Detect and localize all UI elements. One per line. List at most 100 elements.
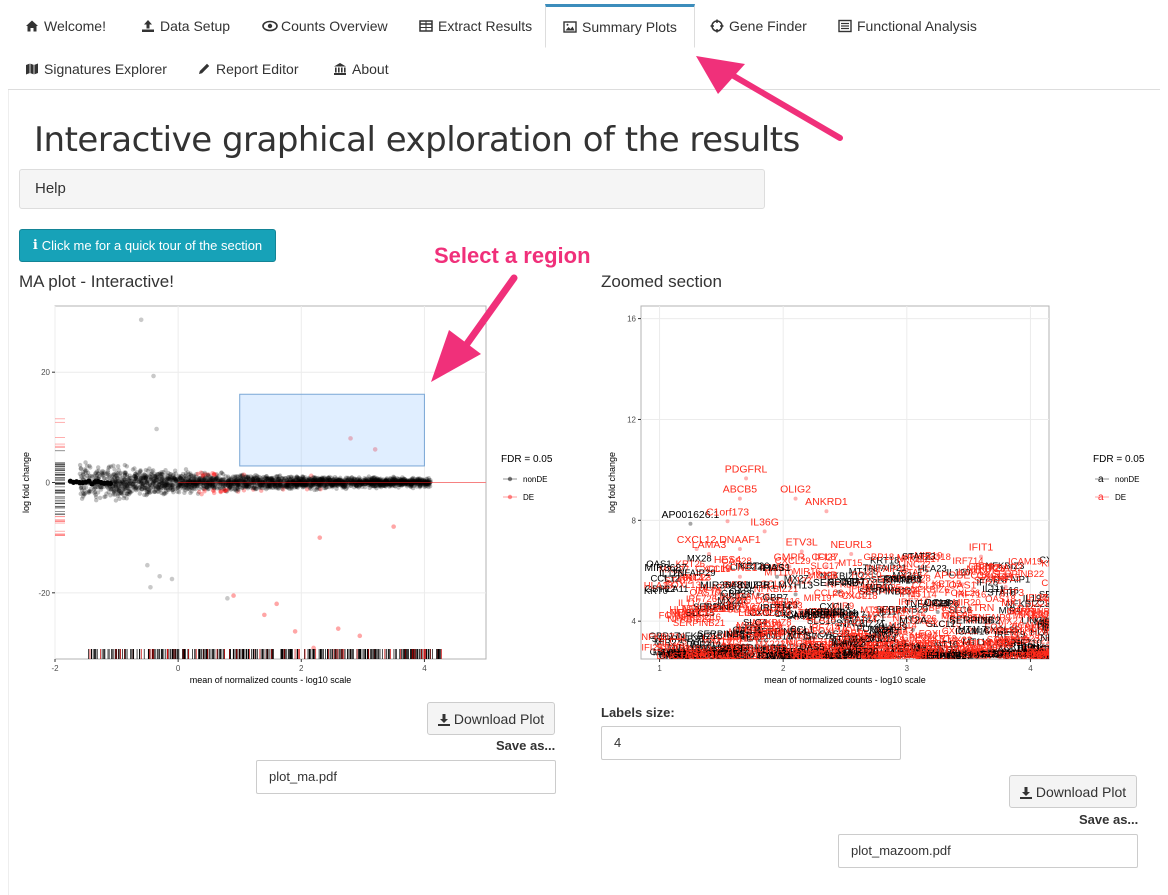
zoom-gene-label: IFI0 — [1036, 649, 1052, 660]
zoom-gene-label: SLC15 — [861, 651, 890, 662]
ma-point — [411, 481, 417, 487]
ma-point — [179, 484, 184, 489]
ma-point — [387, 477, 392, 483]
zoom-gene-label: CXCL14 — [977, 571, 1013, 582]
ma-point — [149, 476, 154, 481]
ma-point — [275, 484, 280, 489]
tab-welcome[interactable]: Welcome! — [8, 4, 123, 47]
ma-point — [366, 482, 371, 488]
tab-extract-results[interactable]: Extract Results — [402, 4, 549, 47]
tab-label: Data Setup — [160, 17, 231, 34]
zoom-gene-label: IL124 — [1030, 650, 1054, 661]
zoom-point — [775, 574, 779, 579]
ma-point — [140, 475, 145, 480]
ma-outlier-point — [274, 601, 279, 607]
ma-point — [119, 478, 125, 483]
ma-point — [399, 478, 404, 483]
ma-point — [285, 478, 291, 483]
ma-point — [118, 490, 124, 495]
zoom-gene-label: MX210 — [701, 636, 731, 647]
ma-point — [244, 484, 250, 489]
ma-point — [113, 498, 119, 503]
ma-point — [349, 478, 355, 483]
download-ma-plot-button[interactable]: Download Plot — [427, 702, 555, 735]
ma-point — [283, 483, 288, 488]
ma-point — [259, 482, 265, 488]
zoom-gene-label: SERPINB29 — [852, 632, 904, 643]
help-collapsible[interactable]: Help — [19, 169, 765, 209]
tab-counts-overview[interactable]: Counts Overview — [245, 4, 405, 47]
zoom-save-as-label: Save as... — [1079, 812, 1139, 827]
ma-point — [140, 475, 146, 481]
zoom-gene-label: STAT21 — [710, 651, 743, 662]
ma-point — [210, 476, 215, 481]
ma-point — [173, 478, 179, 483]
download-zoom-plot-button[interactable]: Download Plot — [1009, 775, 1137, 808]
quick-tour-button[interactable]: i Click me for a quick tour of the secti… — [19, 229, 276, 262]
zoom-gene-label: FOXL1 — [1049, 651, 1079, 662]
zoom-gene-label: MT125 — [729, 627, 759, 638]
ma-point — [140, 482, 145, 487]
ma-point — [175, 477, 180, 482]
tab-signatures-explorer[interactable]: Signatures Explorer — [8, 47, 184, 90]
ma-point — [104, 491, 109, 496]
ma-point — [174, 478, 179, 484]
ma-point — [260, 482, 265, 488]
zoom-gene-label: ICAM12 — [992, 649, 1026, 660]
ma-point — [112, 467, 117, 472]
ma-point — [304, 484, 309, 489]
zoom-gene-label: CCL6 — [815, 647, 839, 658]
ma-point — [369, 477, 375, 482]
ma-point — [190, 483, 195, 488]
ma-point — [232, 478, 237, 484]
ma-point — [222, 488, 228, 493]
ma-point — [127, 483, 133, 489]
tab-gene-finder[interactable]: Gene Finder — [693, 4, 824, 47]
ma-point — [242, 484, 247, 490]
ma-point — [384, 482, 390, 487]
labels-size-input[interactable]: 4 — [601, 726, 901, 760]
ma-point — [368, 479, 374, 485]
y-axis-label: log fold change — [607, 452, 617, 513]
ma-point — [122, 473, 127, 478]
zoom-filename-input[interactable]: plot_mazoom.pdf — [838, 834, 1138, 868]
ma-point — [372, 483, 378, 489]
ma-point — [111, 483, 116, 489]
zoom-gene-label: OAS14 — [786, 611, 817, 622]
ma-point — [94, 469, 100, 474]
ma-point — [133, 486, 138, 492]
ma-point — [173, 486, 178, 492]
tab-data-setup[interactable]: Data Setup — [124, 4, 247, 47]
ma-point — [100, 472, 105, 477]
ma-point — [390, 478, 396, 484]
ma-point — [383, 484, 388, 489]
zoom-gene-label: MT10 — [860, 605, 884, 616]
ma-point — [315, 486, 320, 491]
x-axis-label: mean of normalized counts - log10 scale — [190, 675, 352, 685]
ma-point — [127, 473, 133, 478]
tab-functional-analysis[interactable]: Functional Analysis — [821, 4, 994, 47]
zoom-gene-label: HLA25 — [830, 650, 859, 661]
ma-point — [144, 492, 149, 498]
ma-point — [238, 482, 243, 488]
ma-point — [204, 485, 209, 490]
ma-point — [318, 481, 324, 487]
ma-point — [127, 475, 133, 481]
zoom-gene-label: SERPINB0 — [693, 602, 740, 613]
ma-filename-input[interactable]: plot_ma.pdf — [256, 760, 556, 794]
zoom-gene-label: TNFAIP13 — [1036, 622, 1080, 633]
tab-about[interactable]: About — [316, 47, 406, 90]
zoom-gene-label: SLC17 — [810, 561, 839, 572]
ma-point — [228, 483, 233, 488]
ma-point — [271, 481, 277, 487]
tab-report-editor[interactable]: Report Editor — [180, 47, 315, 90]
ma-point — [321, 476, 326, 481]
ma-point — [400, 482, 406, 487]
ma-point — [115, 476, 120, 481]
ma-point — [106, 486, 111, 491]
tab-summary-plots[interactable]: Summary Plots — [545, 4, 695, 48]
ma-point — [145, 492, 150, 497]
zoom-gene-label: NFKBIZ17 — [1024, 623, 1068, 634]
ma-point — [368, 479, 374, 485]
